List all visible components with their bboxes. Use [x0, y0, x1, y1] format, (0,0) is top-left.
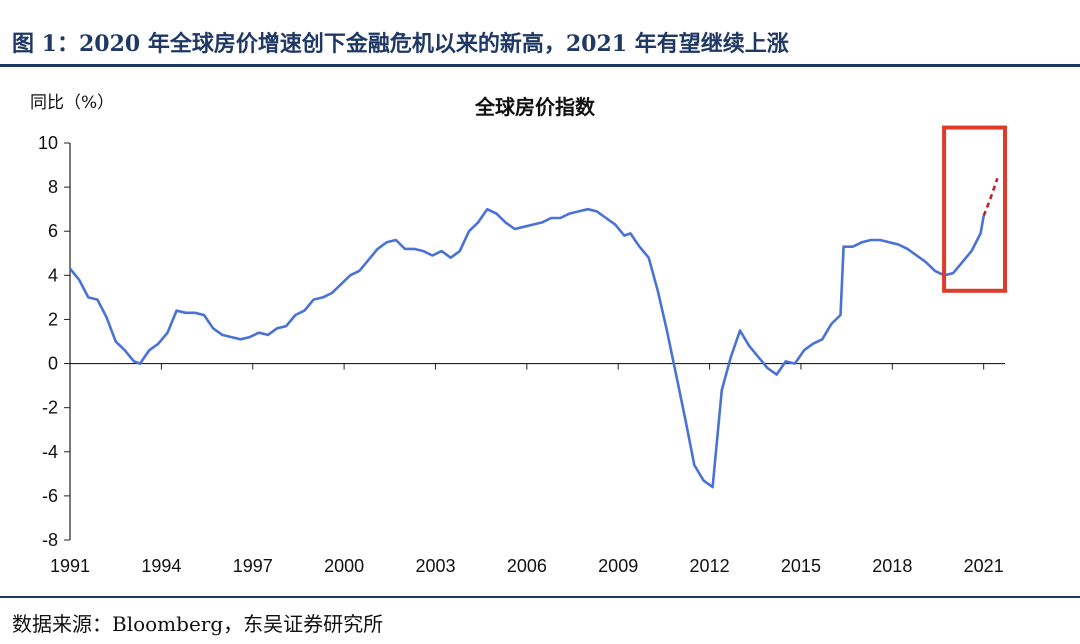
footer-rule	[0, 596, 1080, 598]
chart-axes	[69, 143, 1005, 540]
x-tick-label: 1994	[141, 556, 181, 576]
x-tick-label: 2006	[507, 556, 547, 576]
x-tick-label: 1997	[233, 556, 273, 576]
y-tick-label: -8	[42, 530, 58, 550]
y-tick-label: 10	[38, 133, 58, 153]
x-tick-label: 2015	[781, 556, 821, 576]
x-tick-label: 2018	[872, 556, 912, 576]
x-tick-label: 2003	[415, 556, 455, 576]
header-rule	[0, 64, 1080, 67]
x-tick-label: 2012	[690, 556, 730, 576]
highlight-box	[942, 125, 1008, 293]
y-tick-label: -4	[42, 442, 58, 462]
source-note: 数据来源：Bloomberg，东吴证券研究所	[12, 612, 384, 636]
x-tick-label: 2000	[324, 556, 364, 576]
y-tick-label: -2	[42, 398, 58, 418]
y-tick-label: 0	[48, 354, 58, 374]
y-tick-label: 4	[48, 265, 58, 285]
chart-annotation	[942, 125, 1008, 293]
series-line	[68, 207, 985, 489]
x-tick-label: 1991	[50, 556, 90, 576]
chart-title: 全球房价指数	[474, 95, 596, 119]
line-chart: -8 -6 -4 -2 0 2 4 6 8 10 1991 1994 1997 2000 2003 2006 2…	[30, 93, 1008, 576]
y-axis-title: 同比（%）	[30, 93, 114, 113]
x-tick-label: 2021	[964, 556, 1004, 576]
y-tick-label: -6	[42, 486, 58, 506]
chart-lines	[68, 177, 999, 489]
figure-title: 图 1：2020 年全球房价增速创下金融危机以来的新高，2021 年有望继续上涨	[12, 31, 789, 57]
y-tick-label: 2	[48, 309, 58, 329]
y-tick-label: 8	[48, 177, 58, 197]
forecast-line	[982, 177, 999, 217]
x-tick-label: 2009	[598, 556, 638, 576]
chart-ticks: -8 -6 -4 -2 0 2 4 6 8 10 1991 1994 1997 2000 2003 2006 2…	[38, 133, 1004, 576]
y-tick-label: 6	[48, 221, 58, 241]
